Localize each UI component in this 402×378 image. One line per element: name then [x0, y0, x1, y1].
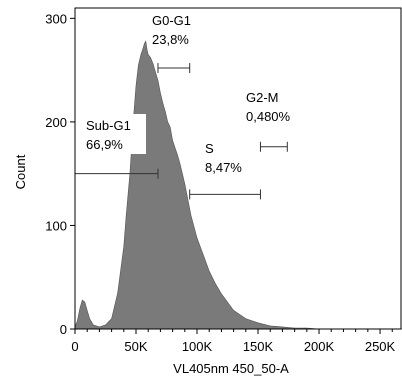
plot-area [74, 40, 402, 330]
x-tick-label: 250K [365, 339, 396, 354]
gate-value-s: 8,47% [205, 160, 242, 175]
y-axis-label: Count [13, 154, 28, 189]
gate-label-bg-sub-g1 [76, 114, 146, 154]
histogram-area-0 [74, 40, 402, 330]
gates-layer: Sub-G1 66,9% G0-G1 23,8% S 8,47% G2-M 0,480% [74, 13, 291, 200]
x-tick-label: 50K [124, 339, 147, 354]
axes-layer: 0 100 200 300 0 50K 100K 150K 200K 250K [45, 7, 402, 354]
x-tick-label: 200K [304, 339, 335, 354]
x-tick-label: 100K [182, 339, 213, 354]
x-axis-label: VL405nm 450_50-A [173, 361, 289, 376]
gate-name-sub-g1: Sub-G1 [86, 118, 131, 133]
y-tick-label: 200 [45, 115, 67, 130]
gate-value-g2-m: 0,480% [246, 109, 291, 124]
gate-name-g0-g1: G0-G1 [152, 13, 191, 28]
gate-value-sub-g1: 66,9% [86, 137, 123, 152]
plot-frame [74, 7, 402, 330]
x-tick-label: 0 [71, 339, 78, 354]
y-tick-label: 300 [45, 11, 67, 26]
gate-name-g2-m: G2-M [246, 90, 279, 105]
x-tick-label: 150K [243, 339, 274, 354]
gate-value-g0-g1: 23,8% [152, 32, 189, 47]
y-tick-label: 100 [45, 218, 67, 233]
gate-name-s: S [205, 141, 214, 156]
y-tick-label: 0 [60, 322, 67, 337]
